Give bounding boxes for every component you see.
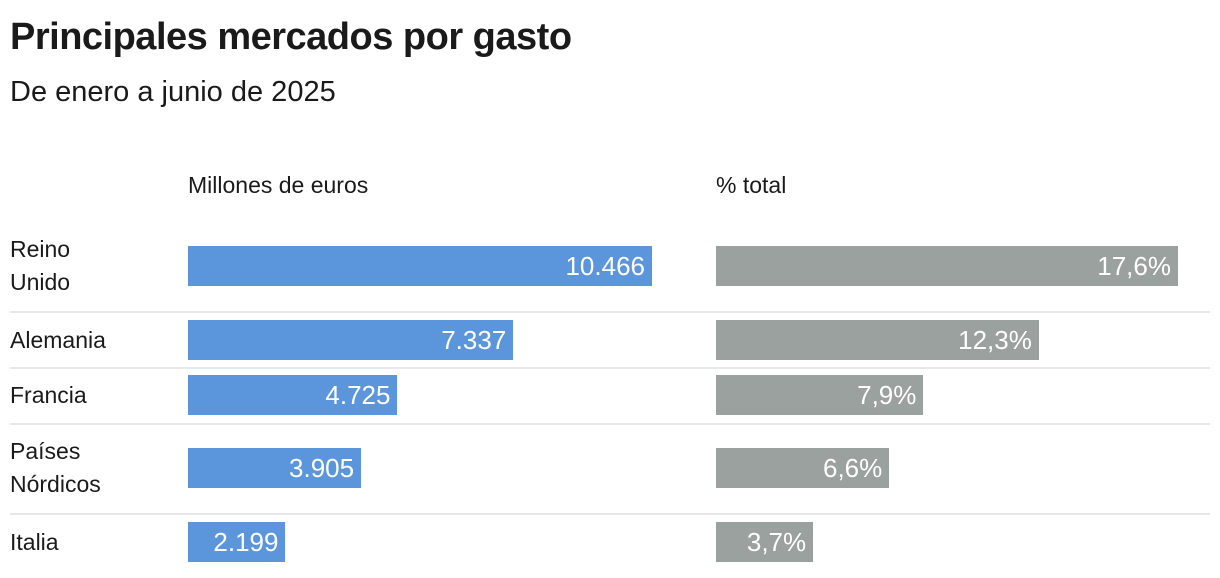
bar-euros: 3.905 [188, 448, 362, 488]
row-label-line: Alemania [10, 326, 106, 353]
bar-euros: 10.466 [188, 246, 652, 286]
row-divider [10, 367, 1210, 369]
bar-euros: 2.199 [188, 522, 286, 562]
row-label-line: Países [10, 438, 81, 464]
row-divider [10, 311, 1210, 313]
chart-title: Principales mercados por gasto [10, 16, 572, 58]
row-label: Francia [10, 379, 180, 412]
data-label: 12,3% [958, 325, 1032, 355]
chart-subtitle: De enero a junio de 2025 [10, 76, 336, 108]
row-divider [10, 423, 1210, 425]
data-label: 4.725 [325, 380, 391, 410]
row-label: Italia [10, 526, 180, 559]
bar-percent: 12,3% [716, 320, 1039, 360]
row-label-line: Unido [10, 269, 71, 295]
column-header-percent: % total [716, 172, 787, 198]
bar-percent: 6,6% [716, 448, 890, 488]
bar-euros: 7.337 [188, 320, 514, 360]
row-label: Países Nórdicos [10, 435, 180, 501]
bar-percent: 3,7% [716, 522, 814, 562]
column-header-euros: Millones de euros [188, 172, 369, 198]
row-label-line: Italia [10, 528, 59, 555]
data-label: 7,9% [857, 380, 917, 410]
data-label: 10.466 [565, 251, 645, 281]
row-label-line: Nórdicos [10, 471, 101, 497]
data-label: 3,7% [746, 527, 807, 557]
row-label-line: Francia [10, 381, 87, 408]
data-label: 2.199 [213, 527, 279, 557]
row-label: Reino Unido [10, 233, 180, 299]
bar-euros: 4.725 [188, 375, 398, 415]
data-label: 6,6% [822, 453, 883, 483]
data-label: 17,6% [1097, 251, 1171, 281]
bar-percent: 17,6% [716, 246, 1178, 286]
row-divider [10, 513, 1210, 515]
bar-percent: 7,9% [716, 375, 924, 415]
data-label: 7.337 [441, 325, 507, 355]
row-label: Alemania [10, 324, 180, 357]
data-label: 3.905 [289, 453, 355, 483]
row-label-line: Reino [10, 236, 71, 262]
